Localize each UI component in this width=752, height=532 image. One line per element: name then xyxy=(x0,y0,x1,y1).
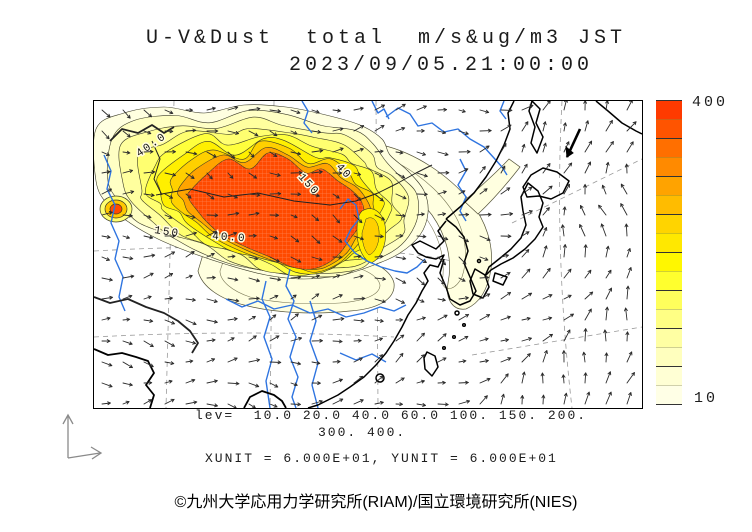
island-jeju xyxy=(454,310,460,316)
colorbar-segment xyxy=(656,385,682,404)
colorbar-segment xyxy=(656,176,682,195)
coast-sakhalin xyxy=(528,100,544,154)
colorbar-segment xyxy=(656,366,682,385)
coast-kamchatka xyxy=(595,100,643,135)
colorbar-max-label: 400 xyxy=(692,94,729,111)
coast-shikoku xyxy=(492,272,508,286)
dust-contour xyxy=(361,217,380,256)
colorbar-segment xyxy=(656,100,682,119)
coast-korea xyxy=(439,218,477,306)
wind-arrows xyxy=(101,98,637,409)
chart-title: U-V&Dust total m/s&ug/m3 JST xyxy=(146,27,627,50)
river-yangtze xyxy=(225,298,407,318)
colorbar-min-label: 10 xyxy=(694,390,719,407)
axes-orientation-icon xyxy=(62,413,103,460)
colorbar-segment xyxy=(656,138,682,157)
river-amur xyxy=(385,107,508,176)
colorbar-segment xyxy=(656,195,682,214)
colorbar-segment xyxy=(656,309,682,328)
colorbar xyxy=(656,100,682,405)
coast-kyushu xyxy=(469,268,490,299)
colorbar-segment xyxy=(656,233,682,252)
colorbar-segment xyxy=(656,347,682,366)
dust-concentration-contours xyxy=(93,104,521,314)
river-yellow xyxy=(339,198,426,274)
coast-indochina xyxy=(93,348,155,409)
river-mekong xyxy=(285,268,299,409)
colorbar-segment xyxy=(656,271,682,290)
rivers xyxy=(103,100,508,409)
country-borders xyxy=(93,124,433,354)
coast-hokkaido xyxy=(522,167,570,200)
colorbar-segment xyxy=(656,157,682,176)
wind-vectors xyxy=(101,98,637,409)
coast-honshu xyxy=(484,182,544,277)
contour-levels-line2: 300. 400. xyxy=(318,425,407,440)
colorbar-segment xyxy=(656,214,682,233)
copyright-text: ©九州大学応用力学研究所(RIAM)/国立環境研究所(NIES) xyxy=(174,494,578,511)
dust-contour xyxy=(187,152,364,270)
colorbar-segment xyxy=(656,119,682,138)
coast-china xyxy=(307,220,447,409)
chart-timestamp: 2023/09/05.21:00:00 xyxy=(289,54,594,77)
coast-taiwan xyxy=(423,351,439,377)
contour-label: 150 xyxy=(153,225,180,240)
contour-levels-line1: lev= 10.0 20.0 40.0 60.0 100. 150. 200. xyxy=(195,408,588,423)
map-panel: 40.0 150 40 150 40.0 xyxy=(93,98,643,409)
colorbar-segment xyxy=(656,290,682,309)
annotation-arrow xyxy=(565,128,582,158)
island-hainan xyxy=(375,373,385,383)
vector-units-label: XUNIT = 6.000E+01, YUNIT = 6.000E+01 xyxy=(205,451,558,466)
river-salween xyxy=(261,280,273,409)
coast-primorye xyxy=(445,100,515,220)
river-west xyxy=(103,154,126,312)
contour-label: 40.0 xyxy=(212,231,247,245)
colorbar-segment xyxy=(656,328,682,347)
colorbar-segment xyxy=(656,252,682,271)
river-red xyxy=(309,300,319,409)
coastlines xyxy=(93,100,643,409)
